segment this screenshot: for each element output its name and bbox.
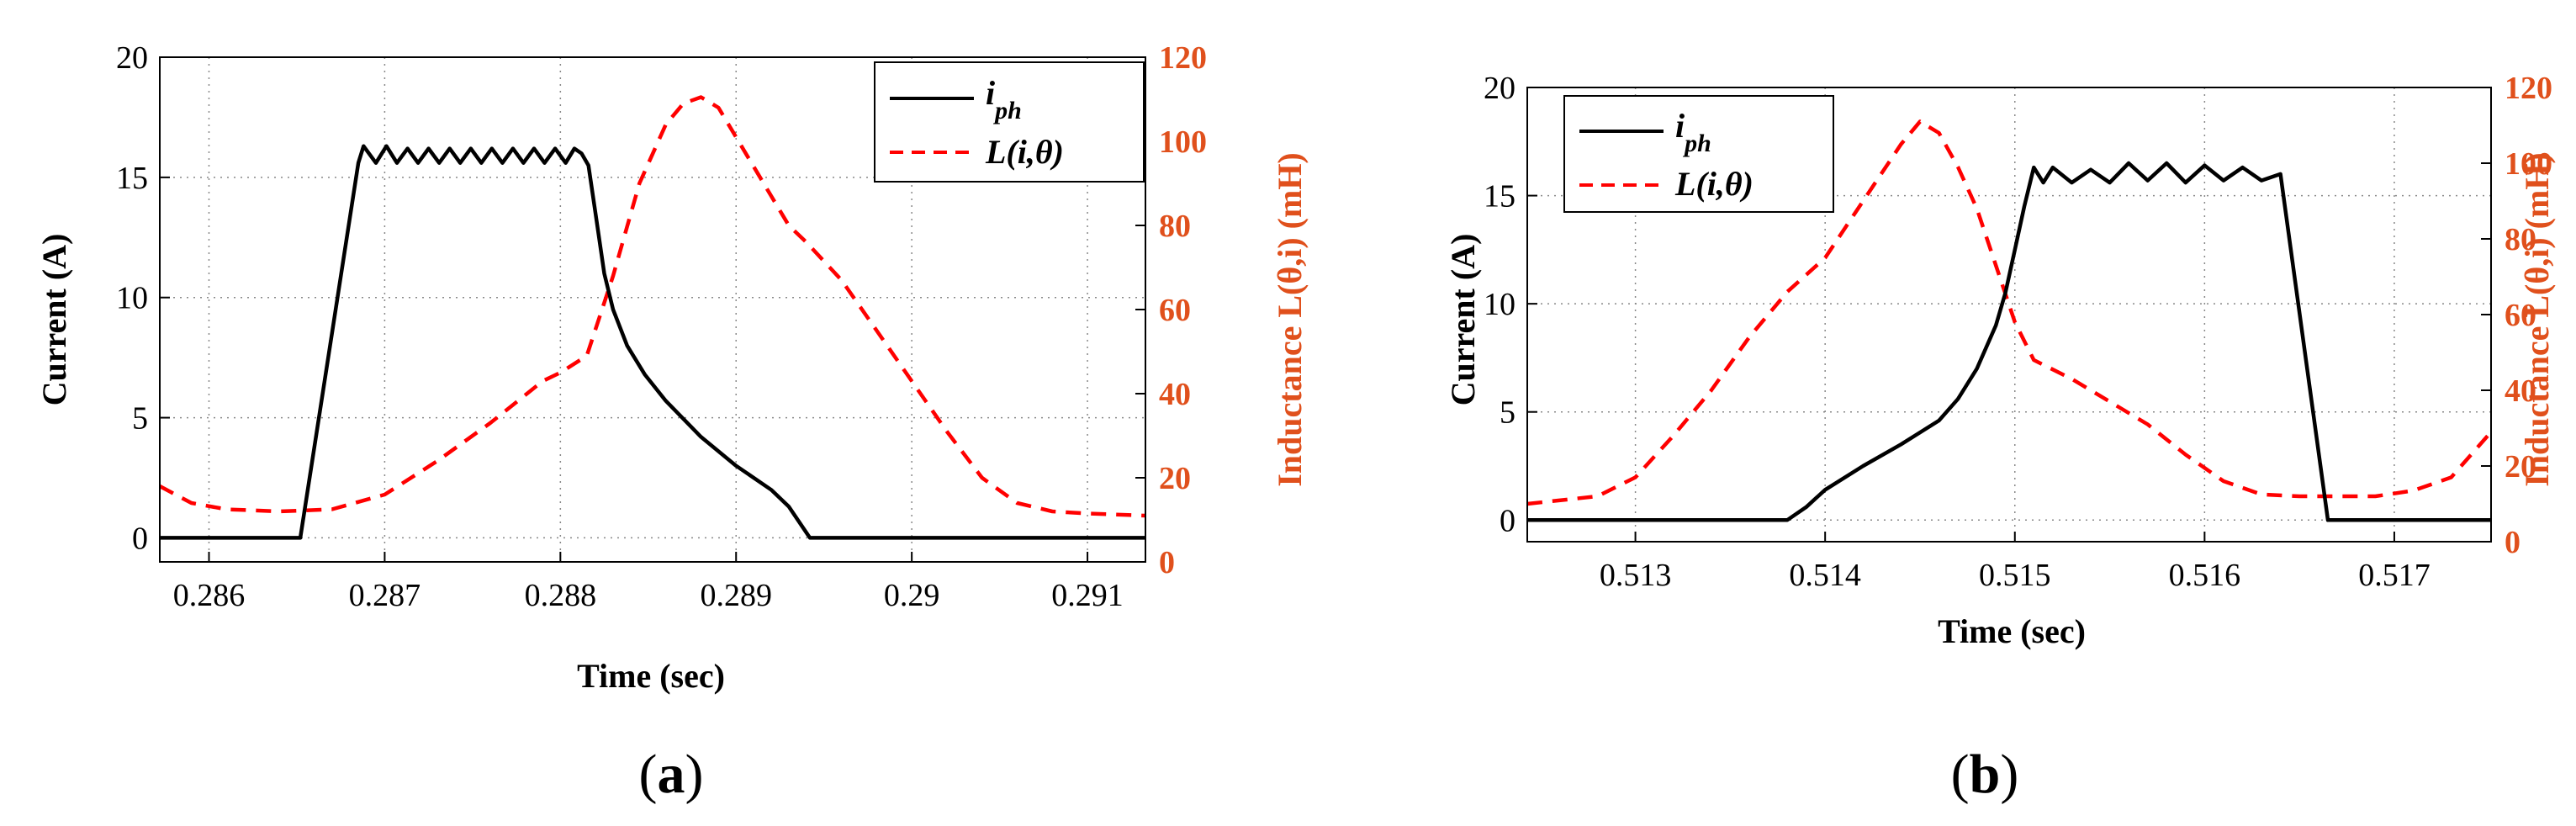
y-left-tick-label: 0 — [132, 521, 148, 556]
x-tick-label: 0.513 — [1600, 558, 1672, 593]
y-left-ticks-panel-a: 0 5 10 15 20 — [116, 40, 170, 556]
y-right-tick-label: 60 — [1159, 293, 1191, 328]
y-left-tick-label: 20 — [116, 40, 148, 76]
legend-panel-b: iph L(i,θ) — [1563, 95, 1834, 213]
y-right-tick-label: 100 — [1159, 124, 1207, 160]
x-axis-label: Time (sec) — [1938, 612, 2086, 650]
y-right-tick-label: 0 — [1159, 545, 1175, 580]
panel-label-a: (a) — [639, 744, 704, 805]
series-line-current — [1527, 161, 2491, 522]
panel-label-letter: a — [658, 744, 685, 805]
y-right-axis-label: Inductance L(θ,i) (mH) — [1271, 152, 1309, 487]
y-left-tick-label: 15 — [1484, 179, 1515, 214]
y-right-ticks-panel-a: 0 20 40 60 80 100 120 — [1135, 40, 1207, 580]
x-ticks-panel-a: 0.286 0.287 0.288 0.289 0.29 0.291 — [173, 552, 1124, 613]
x-tick-label: 0.288 — [525, 578, 597, 613]
x-tick-label: 0.291 — [1051, 578, 1124, 613]
y-right-ticks-panel-b: 0 20 40 60 80 100 120 — [2481, 71, 2552, 560]
x-tick-label: 0.287 — [349, 578, 421, 613]
y-left-tick-label: 20 — [1484, 71, 1515, 106]
y-right-tick-label: 120 — [2505, 71, 2552, 106]
panel-label-open: ( — [639, 744, 658, 805]
y-left-ticks-panel-b: 0 5 10 15 20 — [1484, 71, 1537, 538]
chart-panel-a: 0.286 0.287 0.288 0.289 0.29 0.291 0 5 10 15 20 0… — [35, 40, 1309, 805]
legend-label-inductance: L(i,θ) — [1674, 165, 1753, 203]
legend-box — [1563, 95, 1834, 213]
y-right-tick-label: 80 — [1159, 209, 1191, 244]
panel-label-close: ) — [2000, 744, 2018, 805]
chart-panel-b: 0.513 0.514 0.515 0.516 0.517 0 5 10 15 20 0 20 40… — [1444, 71, 2556, 805]
y-right-tick-label: 100 — [2505, 146, 2552, 182]
x-tick-label: 0.29 — [884, 578, 940, 613]
x-tick-label: 0.516 — [2169, 558, 2241, 593]
y-right-tick-label: 60 — [2505, 298, 2536, 333]
series-line-inductance — [1526, 119, 2493, 506]
legend-label-inductance: L(i,θ) — [985, 133, 1064, 171]
x-tick-label: 0.517 — [2358, 558, 2431, 593]
legend-panel-a: iph L(i,θ) — [874, 61, 1145, 183]
series-layer-panel-a — [158, 95, 1146, 540]
panel-label-b: (b) — [1951, 744, 2019, 805]
legend-box — [874, 61, 1145, 183]
y-right-tick-label: 80 — [2505, 222, 2536, 257]
x-tick-label: 0.515 — [1979, 558, 2051, 593]
series-line-current — [160, 144, 1145, 540]
panel-label-close: ) — [685, 744, 704, 805]
x-tick-label: 0.514 — [1789, 558, 1861, 593]
y-right-tick-label: 40 — [2505, 373, 2536, 409]
plot-frame-panel-b — [1526, 87, 2492, 543]
x-ticks-panel-b: 0.513 0.514 0.515 0.516 0.517 — [1600, 532, 2431, 593]
y-left-tick-label: 15 — [116, 161, 148, 196]
series-line-inductance — [158, 95, 1146, 518]
panel-label-letter: b — [1970, 744, 2001, 805]
y-left-tick-label: 5 — [1500, 395, 1515, 431]
y-right-tick-label: 0 — [2505, 525, 2520, 560]
series-layer-panel-b — [1526, 119, 2493, 522]
plot-frame-panel-a — [159, 56, 1146, 563]
y-left-tick-label: 10 — [116, 281, 148, 316]
panel-label-open: ( — [1951, 744, 1970, 805]
y-right-tick-label: 20 — [1159, 461, 1191, 496]
y-right-tick-label: 120 — [1159, 40, 1207, 76]
y-left-tick-label: 10 — [1484, 287, 1515, 322]
y-right-tick-label: 20 — [2505, 449, 2536, 484]
x-axis-label: Time (sec) — [577, 657, 725, 695]
y-left-axis-label: Current (A) — [35, 234, 73, 406]
y-left-axis-label: Current (A) — [1444, 234, 1482, 406]
x-tick-label: 0.289 — [700, 578, 772, 613]
y-left-tick-label: 0 — [1500, 503, 1515, 538]
y-left-tick-label: 5 — [132, 401, 148, 437]
y-right-axis-label: Inductance L(θ,i) (mH) — [2518, 152, 2556, 487]
x-tick-label: 0.286 — [173, 578, 246, 613]
y-right-tick-label: 40 — [1159, 377, 1191, 412]
